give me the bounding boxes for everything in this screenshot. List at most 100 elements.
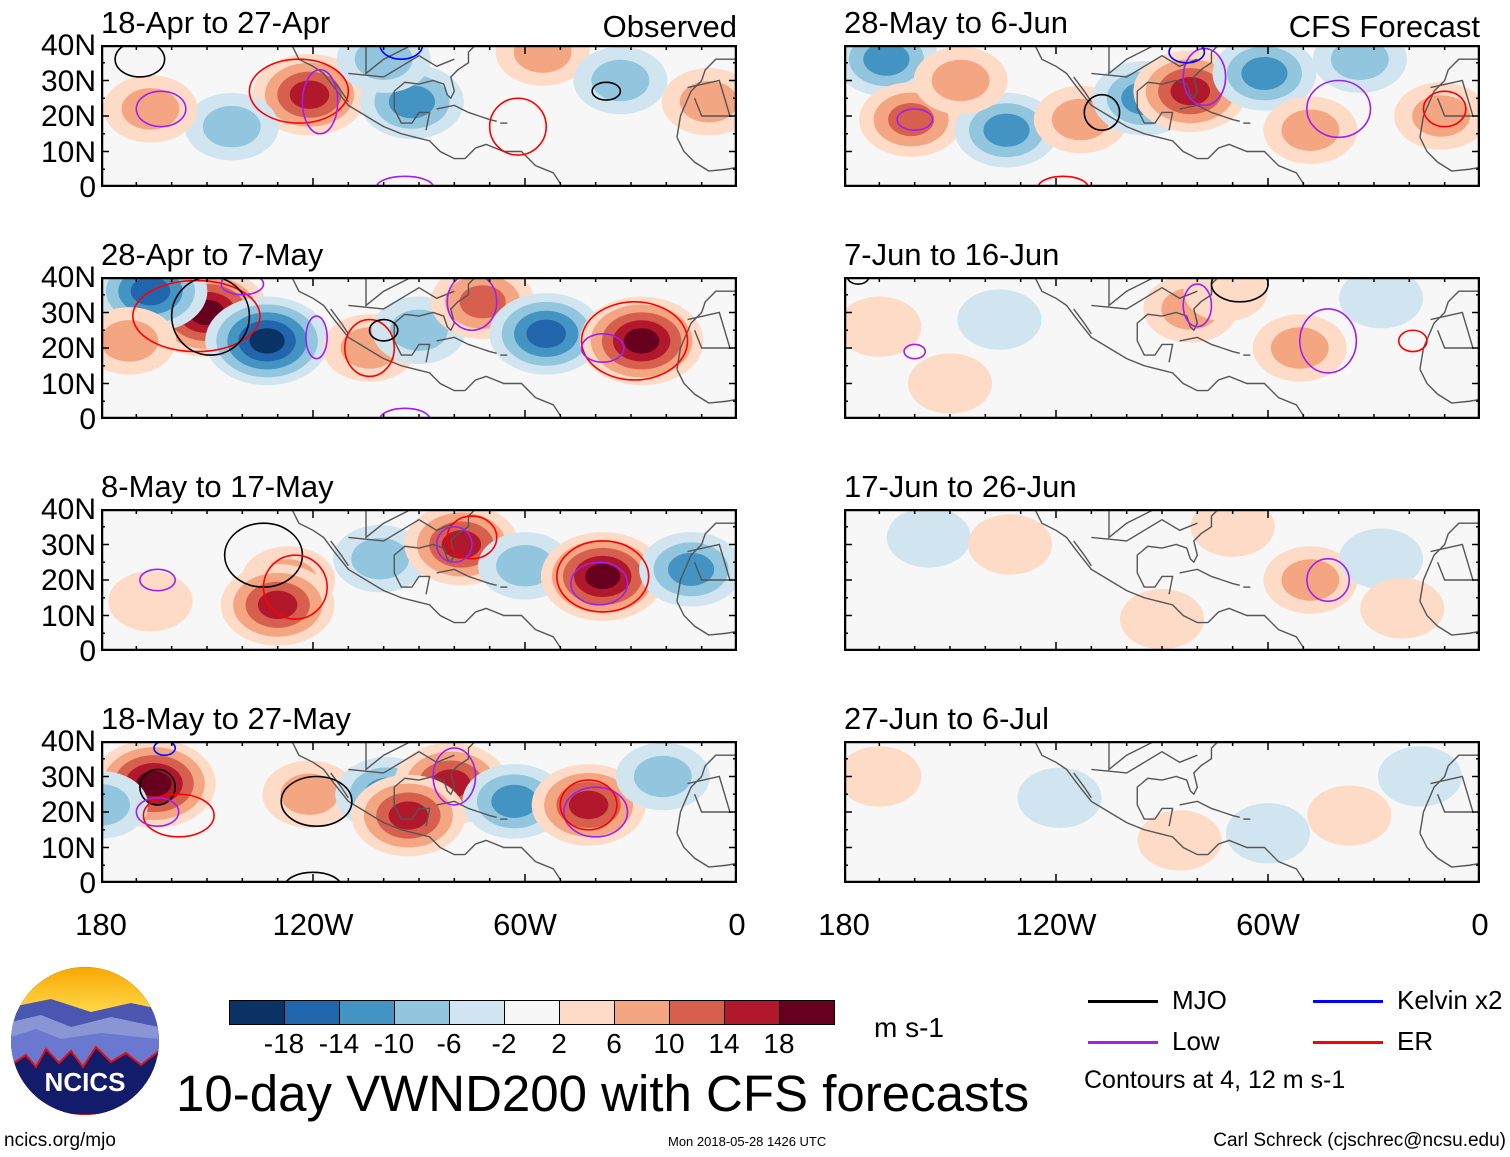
anomaly-level — [1412, 95, 1471, 137]
coastline — [464, 375, 561, 416]
anomaly-level — [108, 571, 193, 632]
anomaly-level — [844, 296, 922, 357]
anomaly-level — [1307, 785, 1392, 846]
anomaly-level — [121, 88, 180, 130]
wind-anomaly — [1225, 803, 1311, 864]
wind-anomaly — [1137, 810, 1222, 871]
wind-anomaly — [639, 532, 737, 607]
wind-anomaly — [351, 774, 466, 857]
legend-line-kelvin-x2 — [1313, 1000, 1383, 1003]
map-panel — [844, 741, 1480, 883]
coastline — [1179, 336, 1240, 355]
coastline — [1091, 750, 1198, 774]
wind-anomaly — [1339, 528, 1424, 589]
wind-anomaly — [573, 46, 668, 115]
anomaly-level — [1119, 588, 1205, 650]
colorbar-units: m s-1 — [874, 1012, 944, 1043]
coastline — [1091, 286, 1198, 310]
contour-low — [1182, 283, 1213, 328]
colorbar-swatch — [505, 1001, 560, 1024]
panel-title: 8-May to 17-May — [101, 469, 334, 504]
coastline — [291, 277, 465, 392]
coastline — [348, 750, 455, 774]
coastline — [1073, 76, 1092, 103]
coastline — [1419, 522, 1480, 602]
wind-anomaly — [184, 92, 279, 161]
anomaly-level — [1170, 76, 1211, 106]
anomaly-level — [459, 285, 506, 319]
coastline — [1419, 754, 1480, 834]
contour-er — [555, 540, 650, 613]
coastline — [436, 568, 497, 587]
anomaly-level — [202, 105, 261, 148]
anomaly-level — [136, 770, 172, 797]
coastline — [1207, 143, 1304, 184]
legend-label: MJO — [1172, 985, 1227, 1015]
colorbar-swatch — [395, 1001, 450, 1024]
coastline — [348, 54, 455, 78]
wind-anomaly — [615, 742, 710, 811]
contour-kelvin — [379, 45, 424, 60]
legend-label: ER — [1397, 1026, 1434, 1056]
coastline — [1034, 277, 1208, 392]
observed-label: Observed — [602, 9, 737, 44]
anomaly-level — [1339, 277, 1424, 329]
colorbar-swatch — [780, 1001, 834, 1024]
coastline — [1108, 509, 1156, 539]
anomaly-level — [968, 514, 1053, 575]
anomaly-level — [931, 59, 990, 102]
lat-label: 20N — [40, 332, 96, 365]
panel-title: 17-Jun to 26-Jun — [844, 469, 1077, 504]
lat-label: 40N — [40, 725, 96, 758]
lat-label: 40N — [40, 493, 96, 526]
wind-anomaly — [844, 45, 939, 97]
contour-er — [580, 301, 689, 381]
contour-mjo — [591, 81, 622, 101]
wind-anomaly — [1263, 546, 1358, 614]
map-panel — [844, 509, 1480, 651]
anomaly-level — [888, 102, 935, 137]
coastline — [676, 58, 737, 138]
coastline — [1091, 54, 1198, 78]
wind-anomaly — [968, 514, 1053, 575]
contour-low — [896, 108, 934, 132]
coastline — [1136, 509, 1220, 595]
coastline — [365, 277, 413, 307]
coastline — [676, 754, 737, 834]
wind-anomaly — [844, 746, 922, 807]
anomaly-level — [667, 552, 715, 586]
coastline — [1419, 136, 1480, 172]
map-panel — [101, 45, 737, 187]
contour-low — [580, 332, 625, 363]
anomaly-level — [280, 773, 339, 816]
colorbar-swatch — [615, 1001, 670, 1024]
lat-label: 40N — [40, 29, 96, 62]
lat-label: 30N — [40, 760, 96, 794]
coastline — [1419, 600, 1480, 636]
coastline — [464, 607, 561, 648]
colorbar-tick-label: 6 — [606, 1028, 622, 1059]
lat-label: 20N — [40, 564, 96, 597]
coastline — [1179, 800, 1240, 819]
contour-low — [301, 69, 339, 135]
anomaly-level — [585, 563, 621, 590]
contour-mjo — [846, 277, 870, 285]
contour-low — [135, 90, 187, 128]
anomaly-level — [257, 590, 298, 620]
coastline — [291, 45, 465, 160]
map-panel — [101, 509, 737, 651]
anomaly-level — [957, 289, 1042, 350]
anomaly-level — [249, 328, 285, 354]
contour-low — [139, 568, 177, 592]
wind-anomaly — [103, 75, 198, 143]
wind-anomaly — [540, 532, 665, 621]
coastline — [1073, 772, 1092, 799]
website-label: ncics.org/mjo — [4, 1130, 116, 1151]
contour-mjo — [368, 318, 399, 342]
wind-anomaly — [1360, 578, 1445, 639]
contour-er — [559, 779, 618, 831]
coastline — [1034, 509, 1208, 624]
coastline — [676, 832, 737, 868]
colorbar-swatch — [725, 1001, 780, 1024]
